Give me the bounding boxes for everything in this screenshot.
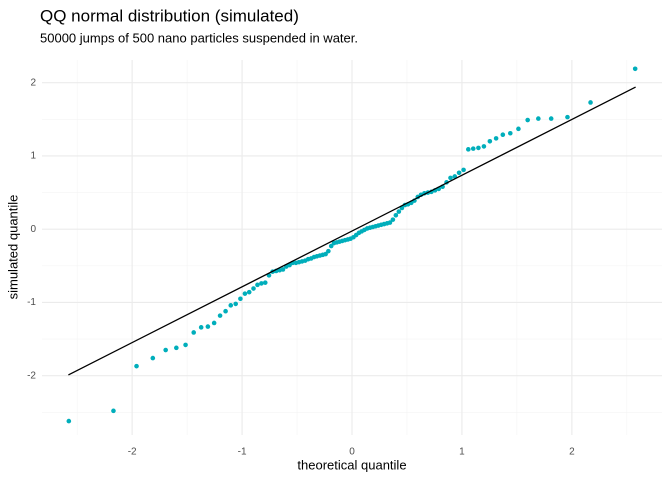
point xyxy=(525,117,530,123)
point xyxy=(251,286,256,291)
x-tick-label: 2 xyxy=(569,447,575,458)
point xyxy=(466,147,471,152)
point xyxy=(246,289,252,295)
point xyxy=(390,217,396,222)
point xyxy=(448,175,453,181)
point xyxy=(393,212,399,218)
point xyxy=(183,342,188,348)
point xyxy=(150,355,156,361)
y-tick-label: -1 xyxy=(27,297,36,308)
point xyxy=(242,291,248,296)
point xyxy=(487,138,493,144)
point xyxy=(632,66,638,72)
point xyxy=(163,347,168,353)
point xyxy=(191,330,197,335)
y-tick-label: 2 xyxy=(30,77,36,88)
x-axis-label: theoretical quantile xyxy=(297,457,406,472)
point xyxy=(396,209,402,214)
point xyxy=(481,144,487,149)
point xyxy=(233,301,238,307)
point xyxy=(280,267,286,272)
y-tick-label: -2 xyxy=(27,370,36,381)
point xyxy=(66,418,72,424)
x-tick-label: 0 xyxy=(349,447,355,458)
point xyxy=(238,296,243,302)
point xyxy=(259,281,264,286)
point xyxy=(536,116,541,121)
point xyxy=(456,170,462,176)
point xyxy=(507,130,513,136)
point xyxy=(323,251,328,257)
point xyxy=(205,324,211,329)
point xyxy=(516,126,521,132)
chart-subtitle: 50000 jumps of 500 nano particles suspen… xyxy=(40,30,358,45)
point xyxy=(461,167,466,173)
point xyxy=(588,100,593,105)
point xyxy=(328,243,334,249)
point xyxy=(255,282,260,288)
point xyxy=(470,146,476,151)
point xyxy=(262,280,268,285)
point xyxy=(326,248,331,254)
point xyxy=(111,408,116,414)
point xyxy=(493,136,499,141)
point xyxy=(174,345,179,351)
point xyxy=(387,220,393,225)
point xyxy=(211,320,217,326)
point xyxy=(198,325,204,330)
point xyxy=(565,114,570,120)
x-tick-label: -1 xyxy=(238,447,247,458)
point xyxy=(228,303,234,308)
point xyxy=(217,313,223,318)
y-tick-label: 0 xyxy=(30,224,36,235)
y-tick-label: 1 xyxy=(30,151,36,162)
point xyxy=(223,308,228,314)
point xyxy=(134,363,139,369)
point xyxy=(476,145,481,151)
x-tick-label: 1 xyxy=(459,447,465,458)
y-axis-label: simulated quantile xyxy=(5,195,20,300)
point xyxy=(500,132,506,138)
chart-title: QQ normal distribution (simulated) xyxy=(40,6,299,25)
x-tick-label: -2 xyxy=(128,447,137,458)
point xyxy=(548,116,554,121)
reference-line xyxy=(68,86,636,376)
